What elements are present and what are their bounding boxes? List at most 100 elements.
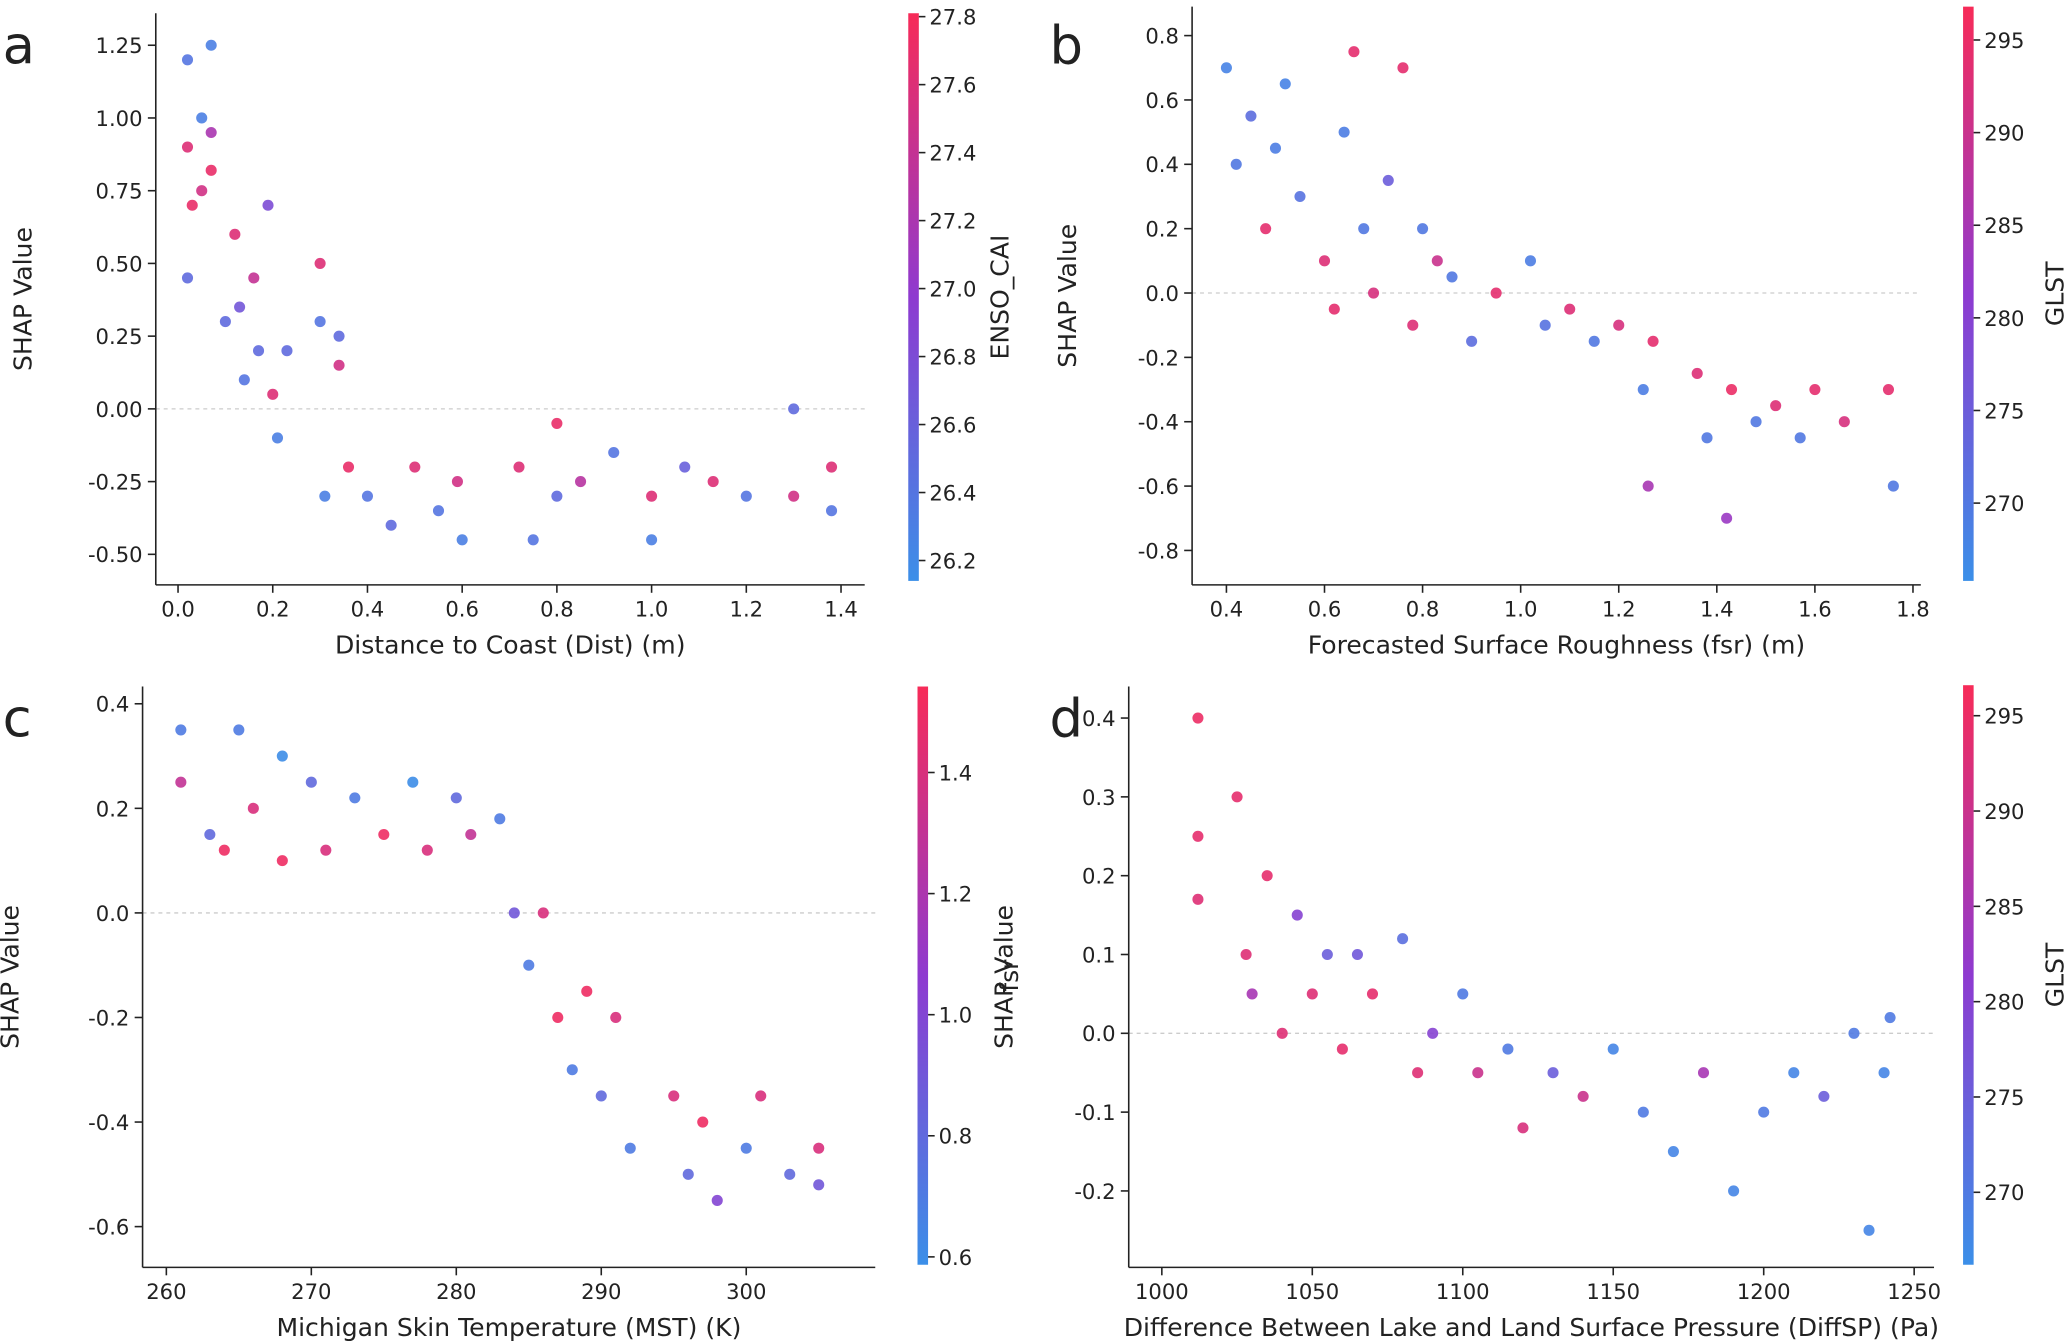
x-tick-label: 0.2	[256, 597, 290, 622]
scatter-point	[711, 1194, 723, 1207]
y-tick-label: 0.50	[96, 251, 143, 276]
scatter-point	[314, 257, 326, 269]
scatter-point	[1721, 512, 1733, 524]
colorbar-tick-label: 26.4	[929, 480, 976, 505]
y-tick-label: -0.4	[88, 1110, 129, 1135]
y-axis-label: SHAP Value	[1053, 224, 1082, 368]
scatter-point	[755, 1090, 767, 1102]
scatter-point	[1647, 335, 1659, 347]
scatter-point	[1367, 287, 1380, 299]
scatter-point	[1220, 62, 1232, 74]
scatter-point	[196, 185, 208, 197]
x-axis-label: Difference Between Lake and Land Surface…	[1124, 1313, 1939, 1342]
y-tick-label: 0.8	[1145, 24, 1179, 49]
scatter-point	[527, 534, 539, 546]
scatter-point	[1577, 1090, 1589, 1102]
scatter-point	[1358, 223, 1370, 235]
scatter-point	[1878, 1067, 1890, 1079]
colorbar-tick-label: 285	[1984, 213, 2024, 238]
scatter-point	[1539, 319, 1551, 331]
scatter-point	[1417, 223, 1429, 235]
y-tick-label: 0.75	[96, 179, 143, 204]
scatter-point	[1351, 948, 1363, 961]
scatter-point	[233, 724, 245, 736]
colorbar-label: ENSO_CAI	[986, 235, 1015, 360]
panel: d 1000 1050 1100 1150 1200 1250 -0.2 -0.1 0.0 0.1 0…	[990, 685, 2069, 1342]
scatter-point	[1240, 948, 1252, 961]
scatter-point	[276, 855, 288, 867]
x-axis-label: Distance to Coast (Dist) (m)	[335, 631, 686, 660]
scatter-point	[1466, 335, 1478, 347]
scatter-point	[551, 417, 563, 429]
scatter-point	[218, 844, 230, 856]
scatter-point	[204, 828, 216, 841]
colorbar-tick-label: 1.0	[939, 1003, 973, 1028]
y-tick-label: 0.4	[1145, 152, 1179, 177]
scatter-point	[740, 490, 752, 502]
scatter-point	[175, 724, 187, 736]
y-tick-label: -0.1	[1074, 1100, 1115, 1125]
scatter-point	[1276, 1027, 1288, 1039]
y-tick-label: 0.0	[1145, 281, 1179, 306]
scatter-point	[456, 534, 468, 546]
x-tick-label: 260	[146, 1279, 186, 1304]
colorbar-label: fsr	[995, 959, 1024, 992]
y-tick-label: -0.4	[1138, 410, 1179, 435]
scatter-point	[813, 1142, 825, 1154]
scatter-point	[1667, 1145, 1679, 1158]
scatter-point	[1261, 870, 1273, 882]
scatter-point	[1192, 712, 1204, 724]
scatter-point	[1758, 1106, 1770, 1118]
panel-letter: b	[1050, 15, 1084, 76]
x-tick-label: 1150	[1586, 1279, 1640, 1304]
scatter-point	[494, 813, 506, 825]
scatter-point	[697, 1116, 709, 1128]
scatter-point	[1838, 416, 1850, 428]
y-tick-label: -0.6	[1138, 474, 1179, 499]
y-tick-label: 0.2	[96, 796, 130, 821]
x-tick-label: 1250	[1887, 1279, 1941, 1304]
x-tick-label: 290	[581, 1279, 621, 1304]
x-tick-label: 0.4	[351, 597, 385, 622]
scatter-point	[205, 39, 217, 51]
scatter-point	[432, 505, 445, 517]
colorbar-tick-label: 295	[1984, 704, 2024, 729]
scatter-point	[262, 199, 274, 211]
x-axis-label: Forecasted Surface Roughness (fsr) (m)	[1308, 631, 1805, 660]
scatter-point	[319, 490, 331, 502]
colorbar-tick-label: 26.8	[929, 344, 976, 369]
scatter-point	[1642, 480, 1654, 492]
scatter-point	[1564, 303, 1576, 315]
scatter-point	[1427, 1027, 1439, 1039]
scatter-point	[1613, 319, 1625, 331]
colorbar-tick-label: 27.8	[929, 5, 976, 30]
colorbar	[917, 686, 929, 1265]
scatter-point	[1192, 830, 1204, 842]
x-tick-label: 1.0	[635, 597, 669, 622]
scatter-point	[581, 985, 593, 997]
scatter-point	[575, 476, 587, 488]
scatter-point	[1637, 384, 1649, 396]
scatter-point	[465, 828, 477, 841]
y-tick-label: -0.2	[1074, 1179, 1115, 1204]
y-tick-label: 0.3	[1082, 785, 1116, 810]
x-tick-label: 0.8	[1406, 597, 1440, 622]
x-tick-label: 0.8	[540, 597, 574, 622]
colorbar-tick-label: 280	[1984, 990, 2024, 1015]
scatter-point	[1524, 255, 1537, 267]
scatter-point	[682, 1168, 694, 1180]
scatter-point	[1502, 1043, 1514, 1055]
scatter-point	[1412, 1067, 1424, 1079]
scatter-point	[267, 388, 279, 400]
scatter-point	[595, 1090, 607, 1102]
scatter-point	[608, 446, 620, 459]
scatter-point	[1328, 303, 1340, 315]
scatter-point	[238, 374, 250, 386]
scatter-point	[551, 490, 563, 502]
y-tick-label: -0.2	[1138, 345, 1179, 370]
y-tick-label: 1.25	[96, 33, 143, 58]
scatter-point	[1348, 46, 1360, 58]
scatter-point	[646, 534, 658, 546]
colorbar-tick-label: 275	[1984, 1085, 2024, 1110]
colorbar-tick-label: 26.2	[929, 548, 976, 573]
